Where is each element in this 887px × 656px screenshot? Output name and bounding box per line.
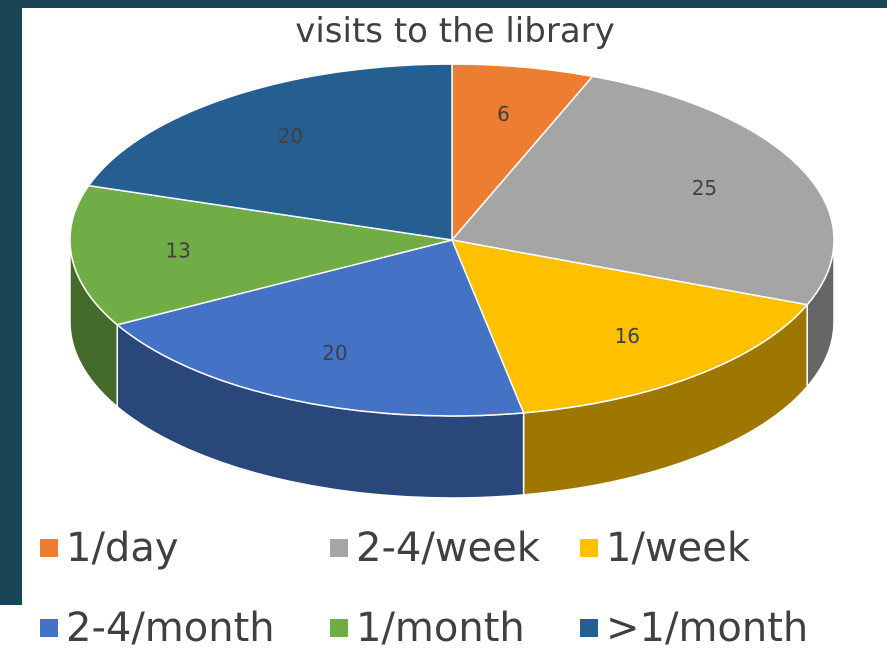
legend-swatch: [330, 539, 348, 557]
legend-label: 2-4/week: [356, 525, 541, 571]
chart-title: visits to the library: [295, 11, 615, 51]
data-label: 16: [615, 324, 640, 348]
slice: [115, 239, 525, 417]
slice: [451, 63, 595, 243]
legend-label: 1/month: [356, 605, 525, 651]
data-label: 20: [278, 124, 303, 148]
data-label: 20: [322, 341, 347, 365]
pie-tops: [69, 63, 835, 417]
legend-label: 1/day: [66, 525, 179, 571]
slice: [450, 239, 809, 414]
slice: [69, 184, 453, 326]
data-label: 6: [497, 102, 510, 126]
legend-swatch: [580, 619, 598, 637]
slice: [450, 75, 835, 306]
data-label: 25: [692, 176, 717, 200]
legend: 1/day 2-4/week 1/week 2-4/month 1/month >1/mo…: [40, 525, 808, 651]
legend-label: >1/month: [606, 605, 808, 651]
legend-swatch: [330, 619, 348, 637]
data-labels: 6 25 16 20 13 20: [165, 102, 717, 365]
slice: [87, 63, 453, 241]
legend-swatch: [580, 539, 598, 557]
legend-swatch: [40, 539, 58, 557]
data-label: 13: [165, 238, 190, 262]
legend-swatch: [40, 619, 58, 637]
frame-top: [0, 0, 887, 8]
legend-label: 1/week: [606, 525, 751, 571]
legend-label: 2-4/month: [66, 605, 275, 651]
frame-left: [0, 0, 22, 605]
